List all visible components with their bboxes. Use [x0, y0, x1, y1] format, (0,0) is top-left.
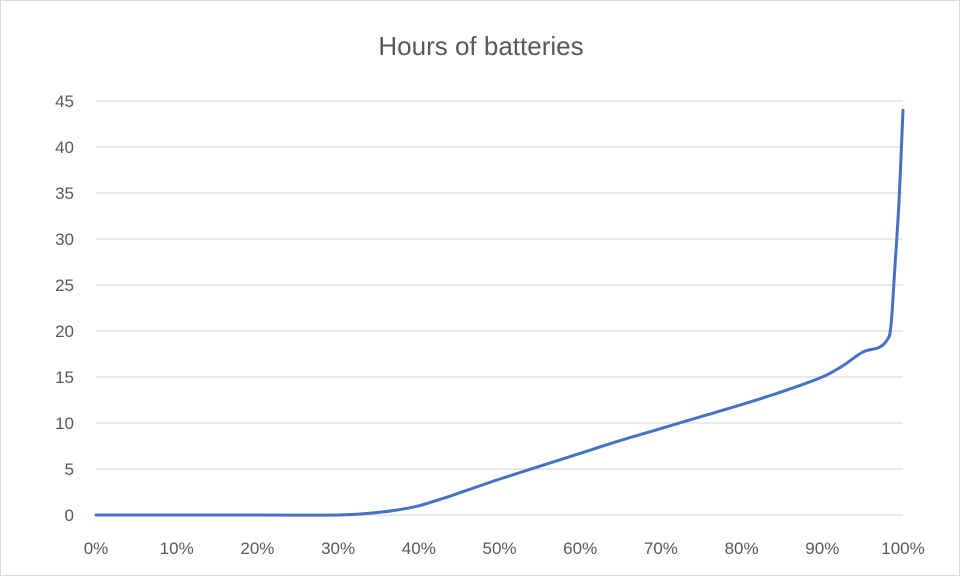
y-tick-label: 15: [55, 368, 74, 387]
series-line-0: [94, 108, 905, 517]
x-tick-label: 0%: [84, 539, 109, 558]
y-tick-label: 25: [55, 276, 74, 295]
y-tick-label: 35: [55, 184, 74, 203]
y-tick-label: 40: [55, 138, 74, 157]
x-tick-label: 50%: [482, 539, 516, 558]
gridlines: [96, 100, 903, 516]
x-tick-label: 40%: [402, 539, 436, 558]
x-tick-label: 80%: [725, 539, 759, 558]
y-tick-label: 5: [65, 460, 74, 479]
x-tick-label: 70%: [644, 539, 678, 558]
x-tick-label: 20%: [240, 539, 274, 558]
series-group: [94, 108, 905, 517]
x-tick-label: 100%: [881, 539, 924, 558]
y-tick-label: 30: [55, 230, 74, 249]
x-tick-label: 30%: [321, 539, 355, 558]
y-tick-label: 45: [55, 92, 74, 111]
x-tick-label: 60%: [563, 539, 597, 558]
y-tick-label: 10: [55, 414, 74, 433]
x-tick-label: 90%: [805, 539, 839, 558]
y-tick-label: 0: [65, 506, 74, 525]
y-tick-label: 20: [55, 322, 74, 341]
x-axis-tick-labels: 0% 10% 20% 30% 40% 50% 60% 70% 80% 90% 100%: [84, 539, 925, 558]
y-axis-tick-labels: 0 5 10 15 20 25 30 35 40 45: [55, 92, 74, 525]
x-tick-label: 10%: [160, 539, 194, 558]
chart-title: Hours of batteries: [378, 31, 583, 61]
